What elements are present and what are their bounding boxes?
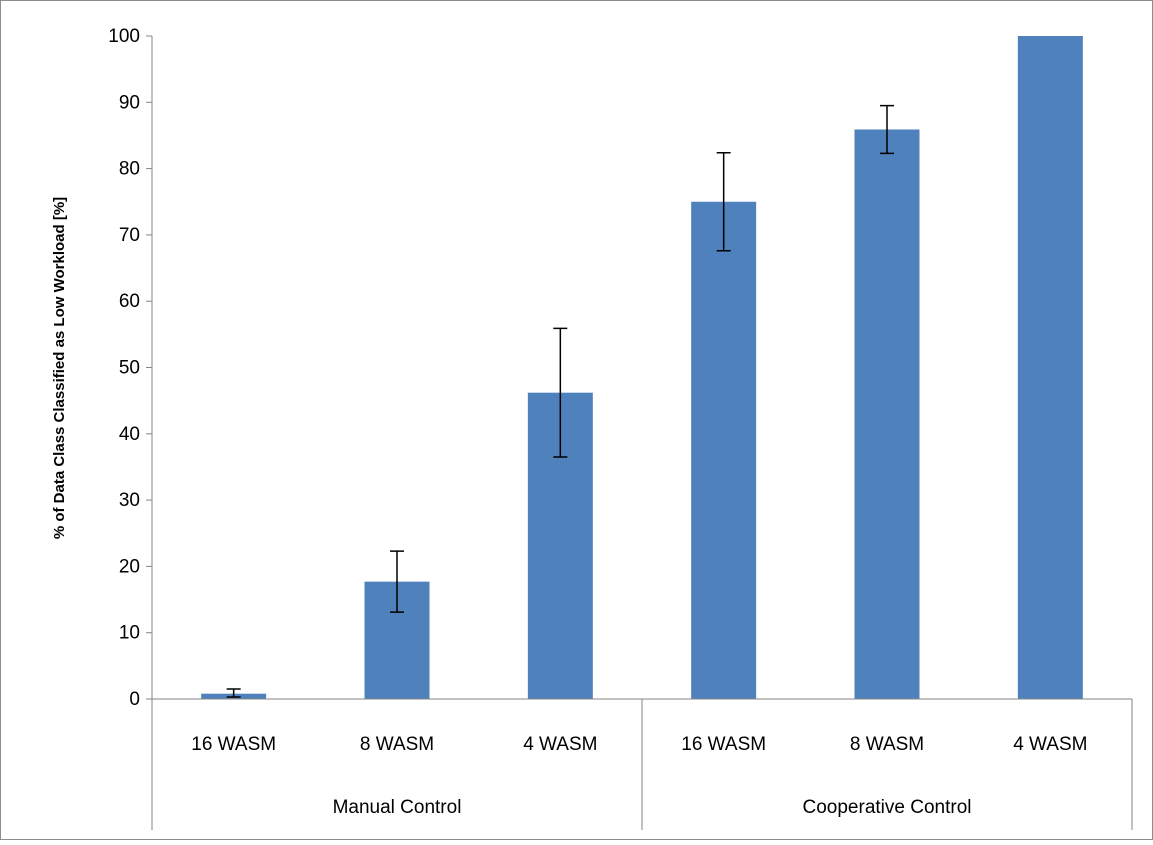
y-tick-label-60: 60 [119,291,140,312]
y-tick-label-30: 30 [119,490,140,511]
y-tick-label-90: 90 [119,92,140,113]
y-tick-label-80: 80 [119,159,140,180]
error-bars-layer [226,104,894,698]
error-bar-3 [553,327,568,458]
bar-6 [1017,36,1083,699]
x-group-label-2: Cooperative Control [803,797,972,818]
error-bar-1 [226,688,241,698]
x-category-label-3: 4 WASM [523,734,597,755]
y-tick-label-50: 50 [119,358,140,379]
x-category-label-1: 16 WASM [191,734,276,755]
y-tick-label-70: 70 [119,225,140,246]
y-tick-label-10: 10 [119,623,140,644]
bar-5 [854,129,920,699]
x-group-label-1: Manual Control [333,797,462,818]
error-bar-5 [880,104,894,155]
axes-layer [146,35,1133,830]
x-category-label-4: 16 WASM [681,734,766,755]
y-tick-label-40: 40 [119,424,140,445]
error-bar-2 [390,550,404,613]
y-tick-label-0: 0 [129,689,140,710]
labels-layer: 0 10 20 30 40 50 60 70 80 90 100 16 WASM 8 WASM 4 WAS… [108,26,1087,818]
error-bar-4 [716,151,731,252]
x-category-label-6: 4 WASM [1013,734,1087,755]
x-category-label-5: 8 WASM [850,734,924,755]
y-tick-label-100: 100 [108,26,140,47]
x-category-label-2: 8 WASM [360,734,434,755]
y-tick-label-20: 20 [119,556,140,577]
y-axis-label: % of Data Class Classified as Low Worklo… [51,197,68,539]
bars-layer [201,36,1083,699]
bar-4 [691,201,757,699]
